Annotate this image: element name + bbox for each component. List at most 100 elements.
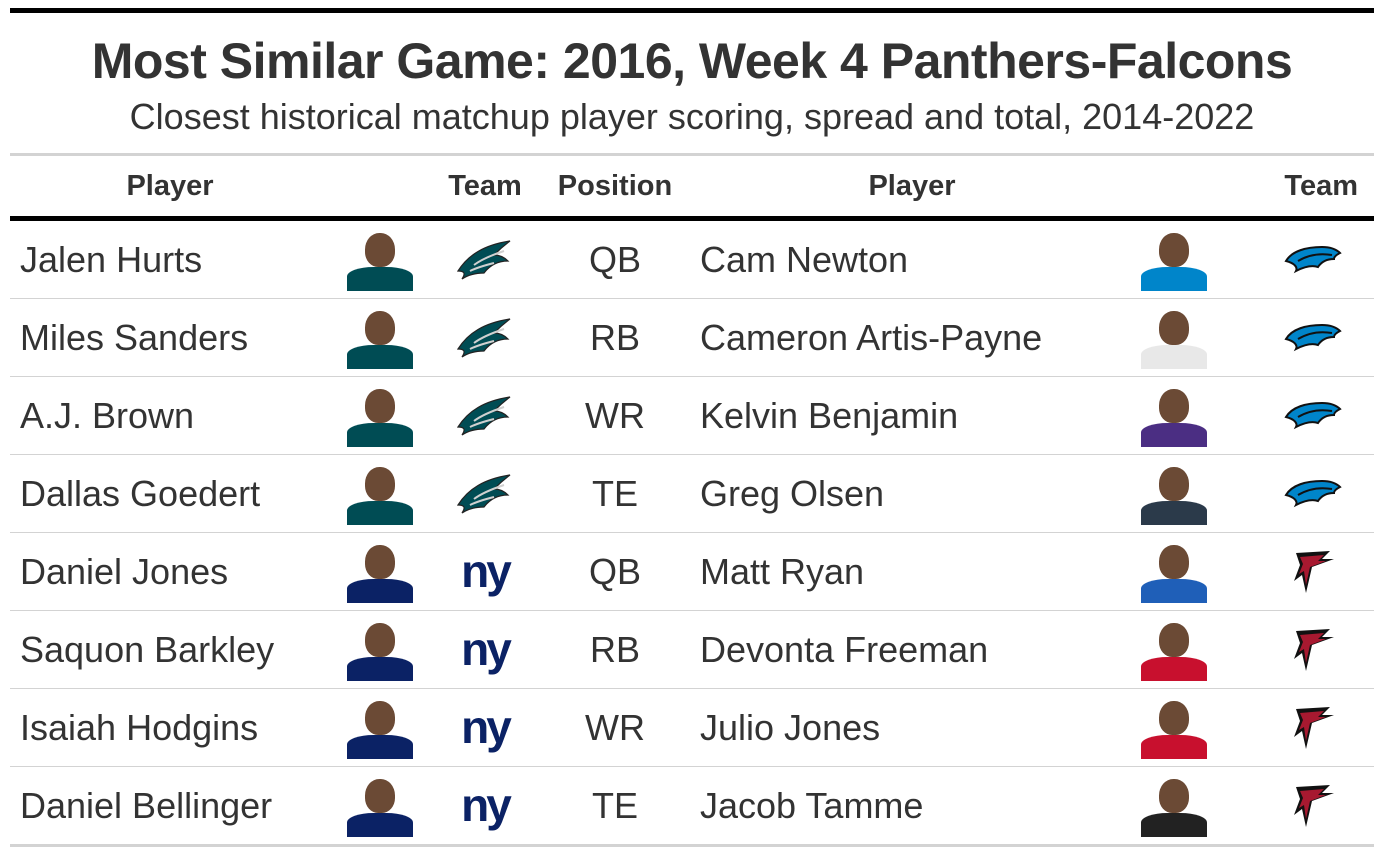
falcons-logo-icon (1294, 784, 1334, 827)
position-cell: TE (540, 454, 690, 533)
left-player-headshot (347, 307, 413, 369)
panthers-logo-icon (1284, 323, 1342, 351)
right-player-name: Jacob Tamme (690, 766, 1134, 847)
left-headshot-cell (330, 688, 430, 767)
position-cell: RB (540, 610, 690, 689)
position-cell: WR (540, 376, 690, 455)
left-headshot-cell (330, 766, 430, 847)
left-headshot-cell (330, 298, 430, 377)
svg-text:ny: ny (461, 547, 512, 597)
table-row: Miles Sanders RB Cameron Artis-Payne (10, 298, 1374, 377)
right-player-name: Matt Ryan (690, 532, 1134, 611)
right-team-cell (1214, 766, 1374, 847)
matchup-table: Player Team Position Player Team Jalen H… (10, 156, 1374, 847)
left-player-headshot (347, 619, 413, 681)
table-title: Most Similar Game: 2016, Week 4 Panthers… (91, 33, 1293, 89)
right-team-cell (1214, 218, 1374, 299)
right-player-headshot (1141, 385, 1207, 447)
table-row: A.J. Brown WR Kelvin Benjamin (10, 376, 1374, 455)
left-team-cell (430, 298, 540, 377)
header-player-right: Player (690, 156, 1134, 221)
right-team-cell (1214, 610, 1374, 689)
eagles-logo-icon (456, 473, 511, 514)
position-cell: WR (540, 688, 690, 767)
table-container: Most Similar Game: 2016, Week 4 Panthers… (10, 8, 1374, 847)
right-player-name: Kelvin Benjamin (690, 376, 1134, 455)
right-player-headshot (1141, 307, 1207, 369)
right-player-name: Cameron Artis-Payne (690, 298, 1134, 377)
left-player-headshot (347, 697, 413, 759)
left-team-cell: ny (430, 532, 540, 611)
left-player-name: Daniel Jones (10, 532, 330, 611)
table-row: Jalen Hurts QB Cam Newton (10, 218, 1374, 299)
left-player-headshot (347, 541, 413, 603)
right-team-cell (1214, 688, 1374, 767)
header-position: Position (540, 156, 690, 221)
right-headshot-cell (1134, 454, 1214, 533)
right-player-name: Devonta Freeman (690, 610, 1134, 689)
table-row: Daniel Bellinger ny TE Jacob Tamme (10, 766, 1374, 847)
right-player-headshot (1141, 619, 1207, 681)
svg-text:ny: ny (461, 781, 512, 831)
position-cell: TE (540, 766, 690, 847)
giants-logo-icon: ny (461, 625, 515, 675)
table-subtitle: Closest historical matchup player scorin… (129, 96, 1255, 137)
falcons-logo-icon (1294, 628, 1334, 671)
left-player-headshot (347, 385, 413, 447)
header-team-left: Team (430, 156, 540, 221)
left-headshot-cell (330, 610, 430, 689)
right-headshot-cell (1134, 532, 1214, 611)
right-team-cell (1214, 298, 1374, 377)
right-player-name: Julio Jones (690, 688, 1134, 767)
left-player-name: Isaiah Hodgins (10, 688, 330, 767)
right-headshot-cell (1134, 688, 1214, 767)
panthers-logo-icon (1284, 479, 1342, 507)
falcons-logo-icon (1294, 706, 1334, 749)
right-headshot-cell (1134, 766, 1214, 847)
right-player-headshot (1141, 541, 1207, 603)
table-row: Dallas Goedert TE Greg Olsen (10, 454, 1374, 533)
header-team-right: Team (1214, 156, 1374, 221)
left-player-headshot (347, 775, 413, 837)
table-row: Daniel Jones ny QB Matt Ryan (10, 532, 1374, 611)
svg-text:ny: ny (461, 703, 512, 753)
giants-logo-icon: ny (461, 703, 515, 753)
header-headshot-left (330, 156, 430, 221)
right-player-headshot (1141, 229, 1207, 291)
left-team-cell: ny (430, 610, 540, 689)
left-player-name: Jalen Hurts (10, 218, 330, 299)
left-team-cell: ny (430, 766, 540, 847)
giants-logo-icon: ny (461, 547, 515, 597)
svg-text:ny: ny (461, 625, 512, 675)
right-player-name: Greg Olsen (690, 454, 1134, 533)
left-headshot-cell (330, 376, 430, 455)
eagles-logo-icon (456, 317, 511, 358)
table-row: Saquon Barkley ny RB Devonta Freeman (10, 610, 1374, 689)
left-player-name: Saquon Barkley (10, 610, 330, 689)
right-team-cell (1214, 376, 1374, 455)
eagles-logo-icon (456, 395, 511, 436)
header-row: Player Team Position Player Team (10, 156, 1374, 221)
header-headshot-right (1134, 156, 1214, 221)
right-player-headshot (1141, 463, 1207, 525)
left-team-cell: ny (430, 688, 540, 767)
right-headshot-cell (1134, 218, 1214, 299)
table-row: Isaiah Hodgins ny WR Julio Jones (10, 688, 1374, 767)
panthers-logo-icon (1284, 245, 1342, 273)
right-player-name: Cam Newton (690, 218, 1134, 299)
right-team-cell (1214, 532, 1374, 611)
left-headshot-cell (330, 454, 430, 533)
table-body: Jalen Hurts QB Cam Newton Miles Sanders RB Ca… (10, 218, 1374, 847)
left-player-name: Dallas Goedert (10, 454, 330, 533)
position-cell: QB (540, 218, 690, 299)
left-player-name: Miles Sanders (10, 298, 330, 377)
top-rule (10, 8, 1374, 13)
right-headshot-cell (1134, 610, 1214, 689)
right-headshot-cell (1134, 376, 1214, 455)
falcons-logo-icon (1294, 550, 1334, 593)
right-player-headshot (1141, 697, 1207, 759)
left-headshot-cell (330, 532, 430, 611)
right-player-headshot (1141, 775, 1207, 837)
giants-logo-icon: ny (461, 781, 515, 831)
left-player-headshot (347, 463, 413, 525)
